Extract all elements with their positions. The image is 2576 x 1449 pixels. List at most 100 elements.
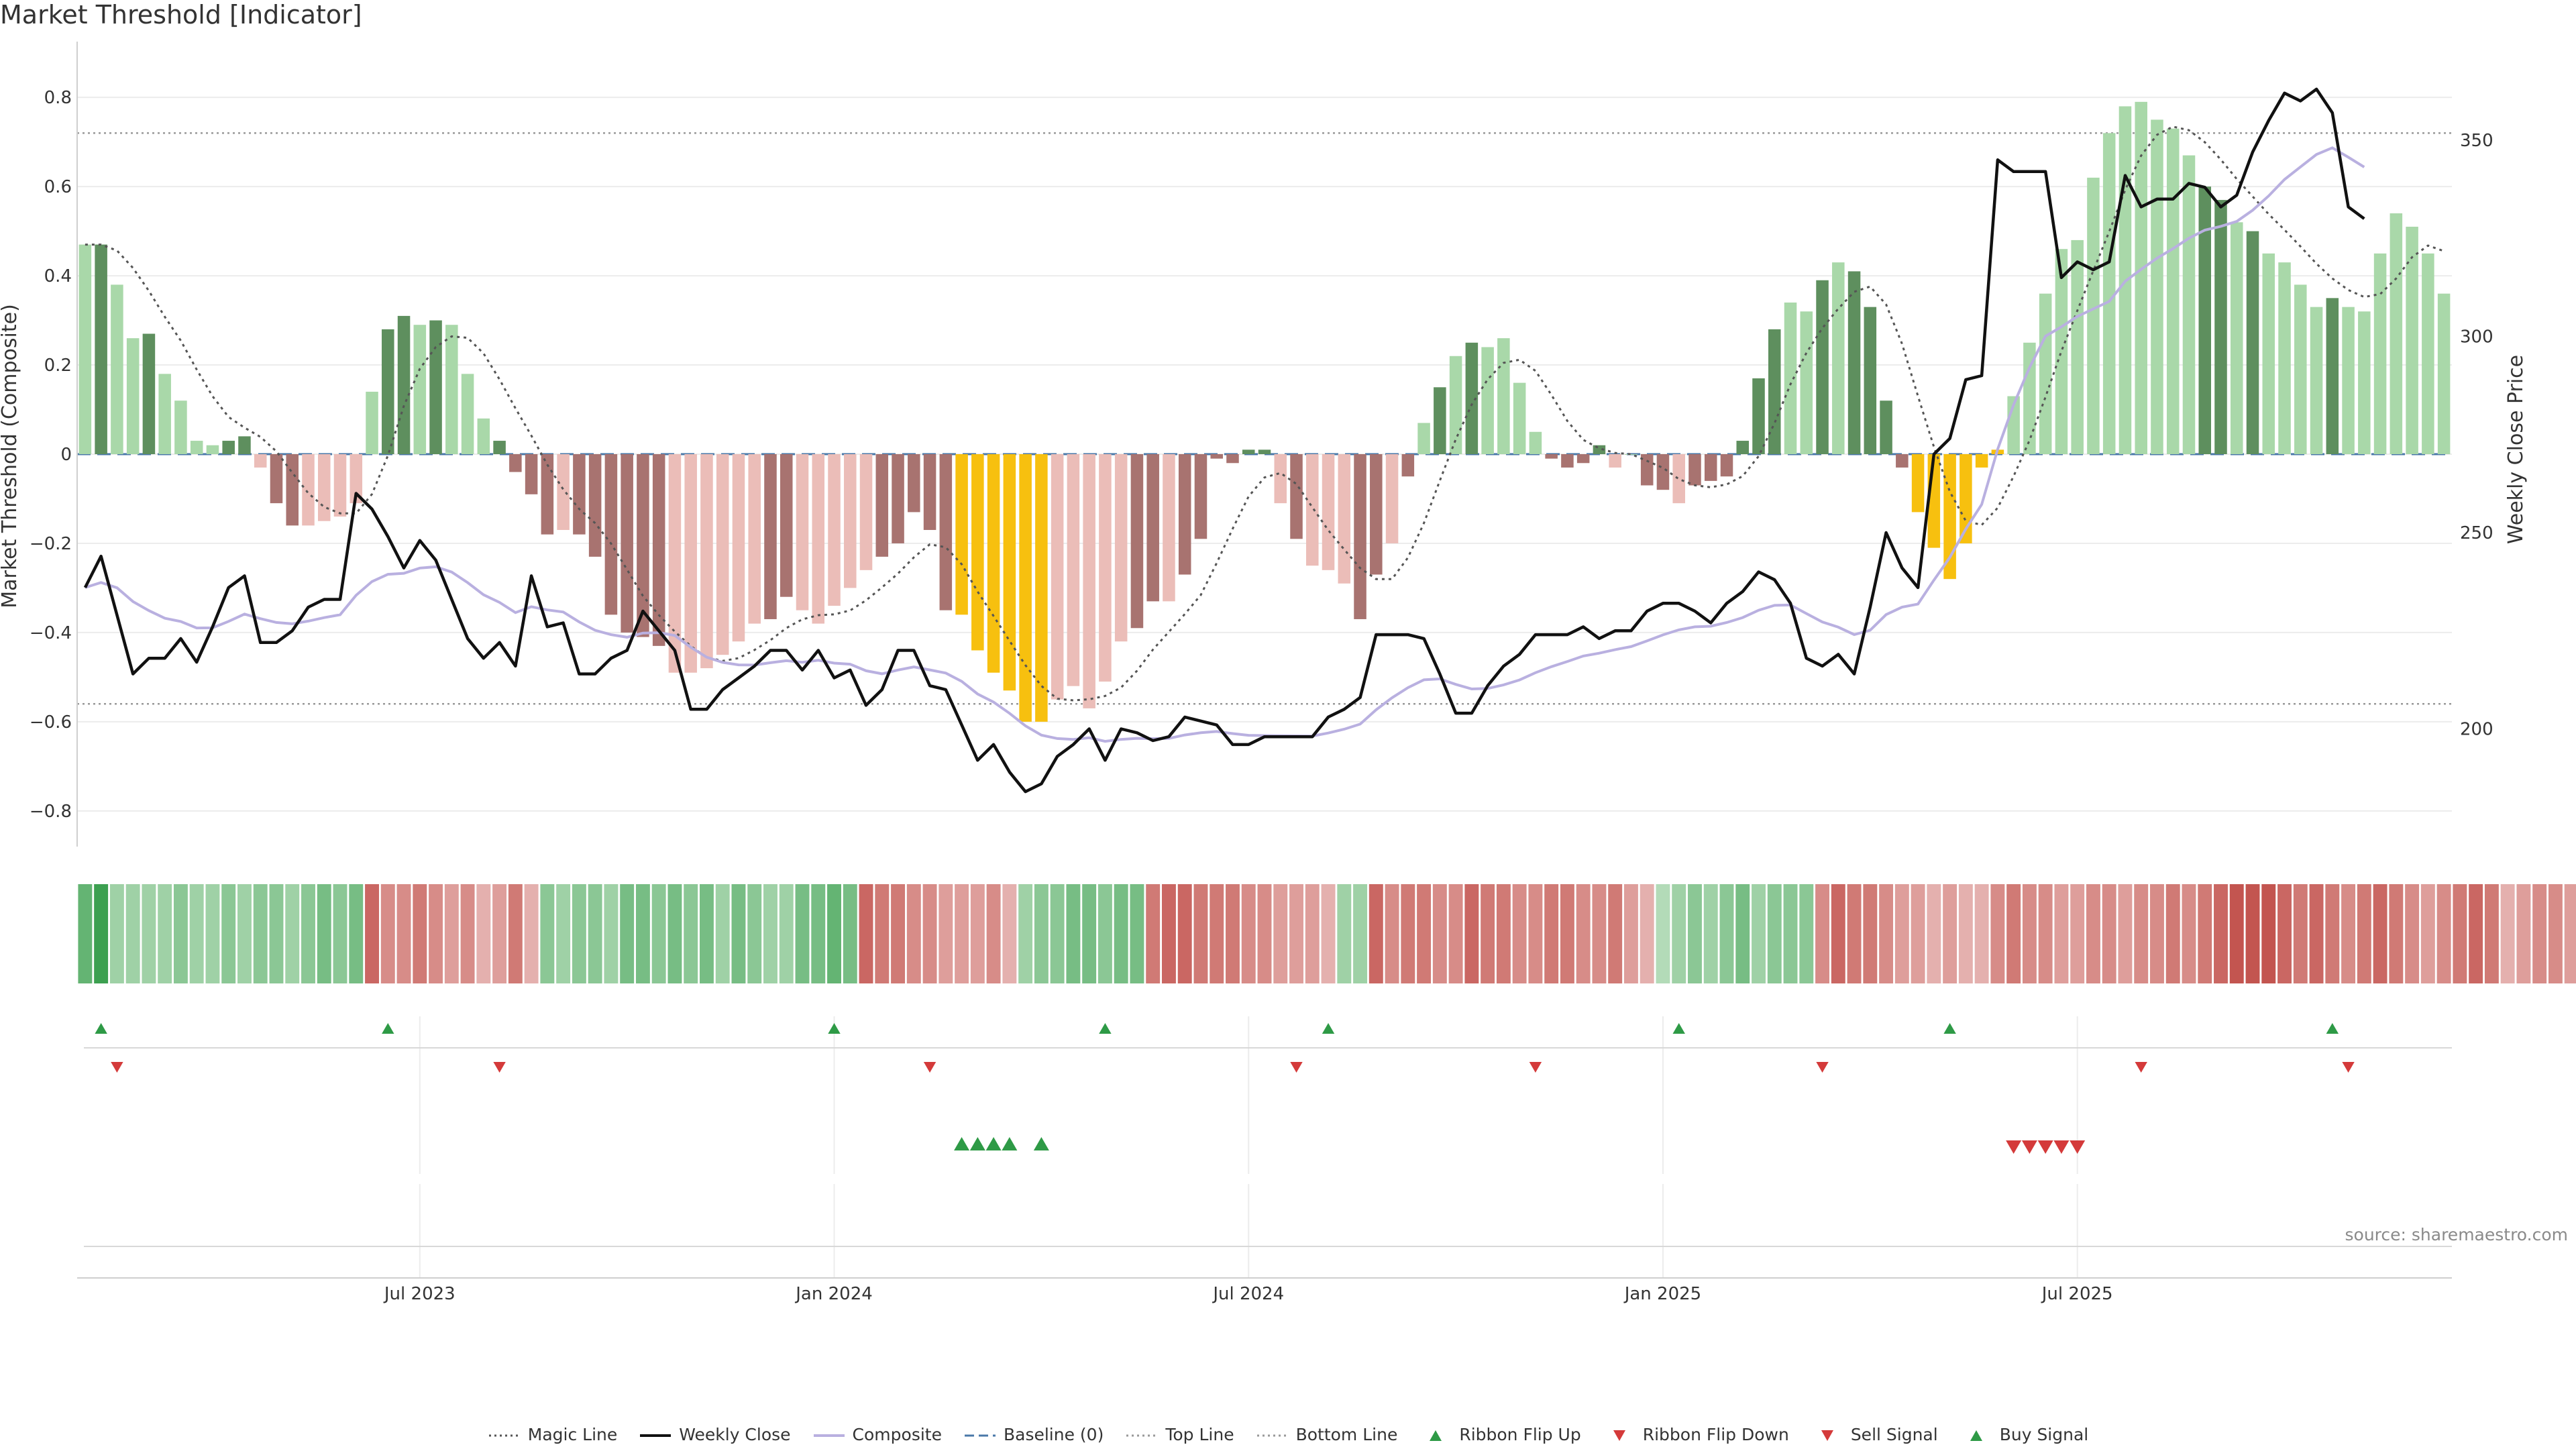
ribbon-cell xyxy=(301,884,315,983)
composite-bar xyxy=(2422,253,2434,454)
legend-label: Baseline (0) xyxy=(1003,1424,1104,1444)
composite-bar xyxy=(2373,253,2387,454)
ribbon-cell xyxy=(158,884,172,983)
triangle-up-icon xyxy=(1970,1430,1982,1441)
ribbon-flip-down-marker xyxy=(111,1062,123,1073)
ribbon-cell xyxy=(396,884,411,983)
ribbon-cell xyxy=(970,884,985,983)
composite-bar xyxy=(604,454,618,615)
composite-bar xyxy=(1880,400,1892,454)
ribbon-cell xyxy=(2341,884,2356,983)
composite-bar xyxy=(2166,128,2180,454)
ribbon-cell xyxy=(2198,884,2212,983)
composite-bar xyxy=(2310,307,2323,454)
ribbon-cell xyxy=(827,884,841,983)
composite-bar xyxy=(1449,356,1462,454)
ribbon-cell xyxy=(2006,884,2021,983)
composite-bar xyxy=(78,244,92,454)
ribbon-cell xyxy=(1368,884,1383,983)
composite-bar xyxy=(1051,454,1064,700)
composite-bar xyxy=(955,454,968,615)
ribbon-cell xyxy=(2070,884,2085,983)
ribbon-cell xyxy=(1050,884,1065,983)
ribbon-cell xyxy=(811,884,826,983)
x-tick-label: Jan 2024 xyxy=(794,1284,873,1304)
solid-line-icon xyxy=(640,1434,672,1437)
composite-bar xyxy=(1832,262,1845,454)
composite-bar xyxy=(2246,231,2259,454)
composite-bar xyxy=(493,441,506,454)
y-tick-label: 0.4 xyxy=(44,266,72,286)
composite-bar xyxy=(716,454,729,655)
ribbon-cell xyxy=(2086,884,2100,983)
composite-bar xyxy=(700,454,713,669)
composite-bar xyxy=(2135,101,2147,455)
composite-bar xyxy=(2262,253,2275,454)
composite-bar xyxy=(1194,454,1208,539)
composite-bar xyxy=(1497,338,1510,454)
composite-bar xyxy=(397,315,411,454)
ribbon-cell xyxy=(269,884,284,983)
composite-bar xyxy=(796,454,809,610)
ribbon-cell xyxy=(429,884,443,983)
composite-bar xyxy=(1656,454,1670,490)
ribbon-cell xyxy=(1114,884,1128,983)
composite-bar xyxy=(1960,454,1972,543)
composite-bar xyxy=(1067,454,1080,686)
ribbon-flip-up-marker xyxy=(2326,1023,2339,1034)
ribbon-flip-down-marker xyxy=(2135,1062,2147,1073)
composite-bar xyxy=(254,454,267,468)
composite-bar xyxy=(206,445,219,454)
composite-bar xyxy=(2214,200,2227,454)
composite-bar xyxy=(190,441,203,454)
ribbon-cell xyxy=(2134,884,2149,983)
ribbon-cell xyxy=(1799,884,1814,983)
legend-label: Bottom Line xyxy=(1295,1424,1398,1444)
composite-bar xyxy=(1385,454,1399,543)
composite-bar xyxy=(812,454,825,624)
y2-axis-title: Weekly Close Price xyxy=(2504,355,2528,544)
triangle-down-icon xyxy=(1613,1430,1625,1441)
y-tick-label: 0.8 xyxy=(44,88,72,108)
ribbon-cell xyxy=(1146,884,1161,983)
composite-bar xyxy=(1529,431,1542,454)
ribbon-cell xyxy=(1097,884,1112,983)
legend-item: Buy Signal xyxy=(1960,1424,2089,1444)
legend-item: Ribbon Flip Up xyxy=(1419,1425,1581,1444)
y-tick-label: −0.6 xyxy=(30,712,72,733)
weekly-close-line xyxy=(83,87,2365,794)
trend-ribbon xyxy=(78,884,2576,983)
ribbon-cell xyxy=(1353,884,1368,983)
ribbon-cell xyxy=(2389,884,2404,983)
ribbon-cell xyxy=(556,884,571,983)
ribbon-flip-down-marker xyxy=(1816,1062,1829,1073)
ribbon-cell xyxy=(2118,884,2133,983)
legend-label: Buy Signal xyxy=(1999,1424,2089,1444)
composite-bar xyxy=(621,454,633,633)
composite-bar xyxy=(2390,213,2403,454)
ribbon-cell xyxy=(1863,884,1878,983)
x-tick-label: Jul 2024 xyxy=(1212,1284,1284,1304)
composite-bar xyxy=(2326,298,2339,454)
legend-item: Baseline (0) xyxy=(963,1425,1104,1444)
ribbon-cell xyxy=(635,884,650,983)
composite-bar xyxy=(557,454,570,531)
ribbon-cell xyxy=(205,884,220,983)
composite-bar xyxy=(1226,454,1239,464)
ribbon-cell xyxy=(460,884,475,983)
legend-item: Magic Line xyxy=(488,1425,617,1444)
ribbon-cell xyxy=(1018,884,1033,983)
composite-bar xyxy=(142,333,156,454)
composite-bars xyxy=(78,101,2451,722)
ribbon-cell xyxy=(317,884,331,983)
composite-bar xyxy=(1640,454,1654,486)
ribbon-cell xyxy=(667,884,682,983)
ribbon-cell xyxy=(2277,884,2292,983)
composite-bar xyxy=(1576,454,1590,464)
ribbon-cell xyxy=(380,884,395,983)
x-tick-label: Jul 2023 xyxy=(383,1284,455,1304)
legend-label: Top Line xyxy=(1165,1424,1234,1444)
composite-bar xyxy=(477,418,490,454)
ribbon-cell xyxy=(1273,884,1288,983)
ribbon-cell xyxy=(763,884,777,983)
